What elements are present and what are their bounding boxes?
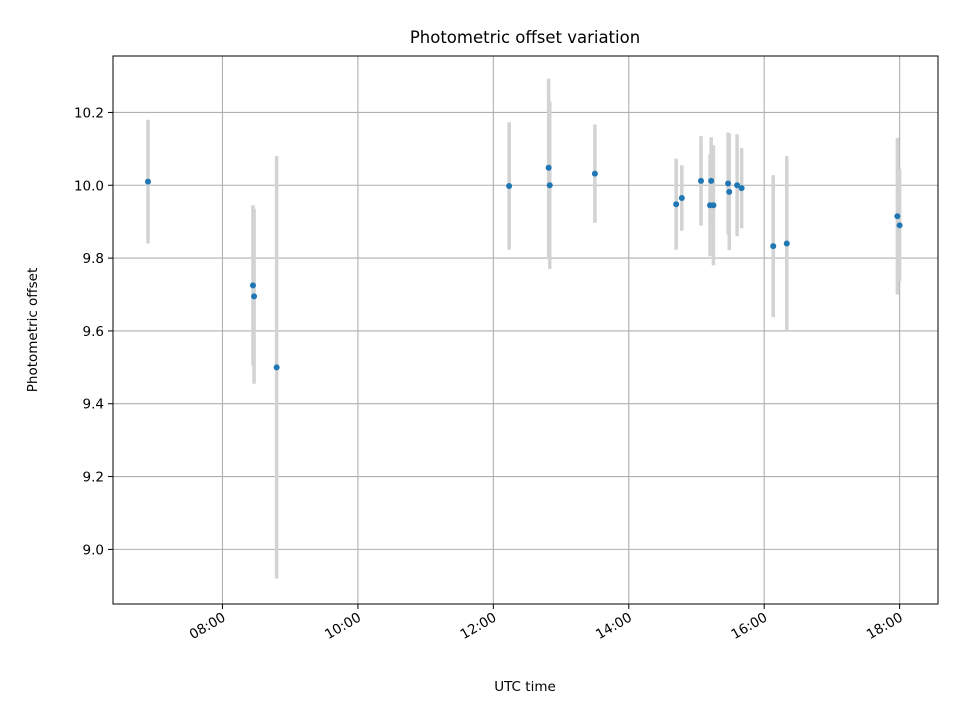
x-tick-label: 08:00 (187, 610, 229, 643)
data-point (783, 240, 790, 247)
data-point (708, 177, 715, 184)
data-points (144, 164, 903, 371)
x-tick-label: 14:00 (593, 610, 635, 643)
x-tick-label: 18:00 (864, 610, 906, 643)
data-point (726, 188, 733, 195)
data-point (725, 180, 732, 187)
data-point (738, 185, 745, 192)
x-tick-label: 12:00 (458, 610, 500, 643)
data-point (673, 201, 680, 208)
y-tick-label: 10.0 (74, 178, 104, 194)
grid (113, 56, 938, 604)
y-tick-label: 9.2 (83, 470, 104, 486)
data-point (896, 222, 903, 229)
y-axis-label: Photometric offset (25, 268, 41, 392)
error-bars (146, 78, 902, 579)
ticks: 08:00 10:00 12:00 14:00 16:00 18:00 9.0 9.2 9.4 9… (74, 105, 906, 642)
data-point (697, 177, 704, 184)
x-tick-label: 16:00 (729, 610, 771, 643)
y-tick-label: 9.8 (83, 251, 104, 267)
data-point (506, 182, 513, 189)
y-tick-label: 9.6 (83, 324, 104, 340)
data-point (144, 178, 151, 185)
data-point (734, 182, 741, 189)
x-tick-label: 10:00 (322, 610, 364, 643)
y-tick-label: 9.0 (83, 542, 104, 558)
chart-title: Photometric offset variation (410, 28, 640, 47)
data-point (273, 364, 280, 371)
data-point (546, 182, 553, 189)
data-point (710, 202, 717, 209)
x-axis-label: UTC time (494, 679, 556, 695)
y-tick-label: 10.2 (74, 105, 104, 121)
data-point (545, 164, 552, 171)
data-point (249, 282, 256, 289)
data-point (770, 243, 777, 250)
data-point (894, 213, 901, 220)
data-point (591, 170, 598, 177)
data-point (678, 195, 685, 202)
plot-frame (112, 55, 939, 605)
data-point (251, 293, 258, 300)
y-tick-label: 9.4 (83, 397, 104, 413)
